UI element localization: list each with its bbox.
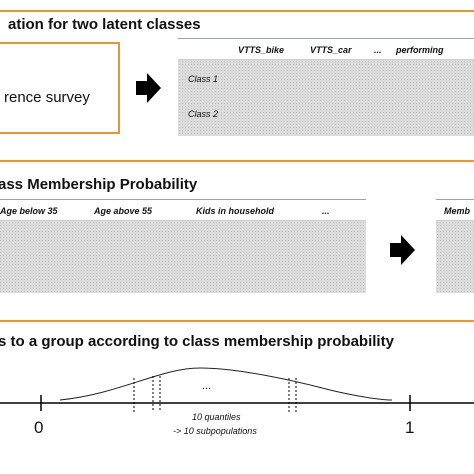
covariates-table: Age below 35 Age above 55 Kids in househ… bbox=[0, 199, 366, 293]
section2-heading: ass Membership Probability bbox=[0, 176, 198, 193]
col-header-vtts-car: VTTS_car bbox=[310, 45, 352, 55]
section2-top-divider bbox=[0, 160, 474, 162]
col-header-age-above-55: Age above 55 bbox=[94, 206, 153, 216]
covariates-table-header bbox=[0, 200, 366, 221]
section3-top-divider bbox=[0, 320, 474, 322]
col-header-age-below-35: Age below 35 bbox=[0, 206, 58, 216]
section1-heading: ation for two latent classes bbox=[8, 16, 201, 33]
right-arrow-icon bbox=[136, 73, 161, 103]
curve-ellipsis: ... bbox=[202, 380, 212, 392]
distribution-curve bbox=[59, 367, 393, 401]
axis-label-one: 1 bbox=[405, 418, 415, 437]
row-label-class2: Class 2 bbox=[188, 109, 219, 119]
axis-label-zero: 0 bbox=[34, 418, 44, 437]
col-header-performing: performing bbox=[396, 45, 444, 55]
class-table-header bbox=[178, 39, 474, 60]
subpopulations-label: -> 10 subpopulations bbox=[173, 426, 257, 436]
col-header-membership: Memb bbox=[444, 206, 471, 216]
section1-top-divider bbox=[0, 10, 474, 12]
col-header-ellipsis: ... bbox=[374, 45, 382, 55]
distribution-diagram bbox=[0, 367, 474, 412]
membership-table: Memb bbox=[436, 199, 474, 293]
survey-label: rence survey bbox=[4, 89, 90, 106]
col-header-ellipsis: ... bbox=[322, 206, 330, 216]
col-header-vtts-bike: VTTS_bike bbox=[238, 45, 285, 55]
right-arrow-icon bbox=[390, 235, 415, 265]
membership-table-header bbox=[436, 200, 474, 221]
row-label-class1: Class 1 bbox=[188, 74, 219, 84]
col-header-kids: Kids in household bbox=[196, 206, 274, 216]
survey-box: rence survey bbox=[0, 42, 120, 134]
section3-heading: s to a group according to class membersh… bbox=[0, 333, 394, 350]
class-table: VTTS_bike VTTS_car ... performing Class … bbox=[178, 38, 474, 136]
quantiles-label: 10 quantiles bbox=[192, 412, 241, 422]
